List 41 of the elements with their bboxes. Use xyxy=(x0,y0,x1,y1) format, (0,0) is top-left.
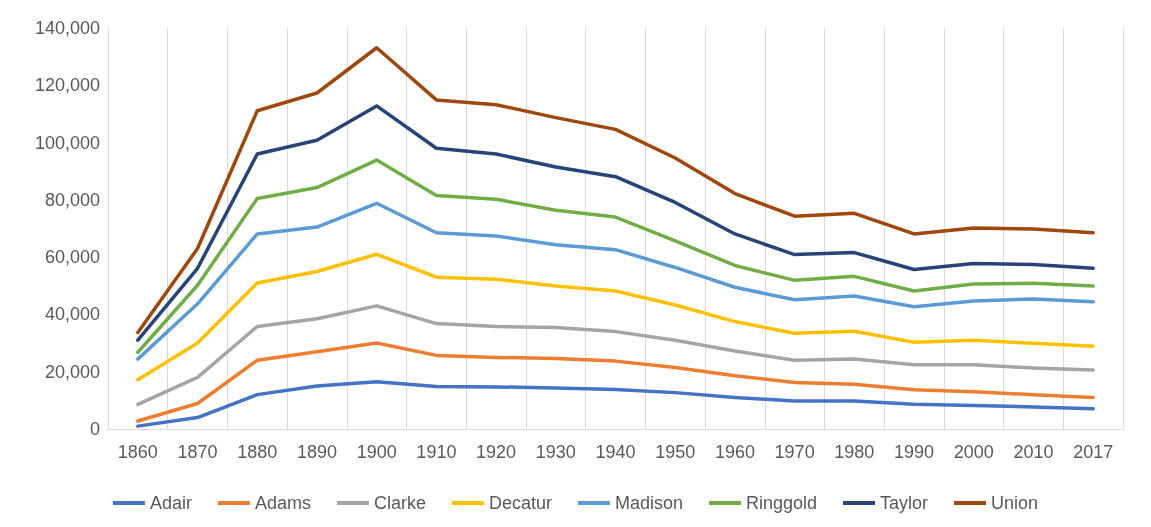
legend-label: Ringgold xyxy=(746,493,818,513)
x-tick-label: 1990 xyxy=(894,442,935,462)
x-tick-label: 1900 xyxy=(356,442,397,462)
legend-label: Clarke xyxy=(373,493,426,513)
x-tick-label: 1960 xyxy=(714,442,755,462)
x-tick-label: 1950 xyxy=(655,442,696,462)
x-tick-label: 1920 xyxy=(476,442,517,462)
x-tick-label: 2010 xyxy=(1013,442,1054,462)
legend-label: Taylor xyxy=(880,493,929,513)
legend-label: Adams xyxy=(254,493,311,513)
y-tick-label: 60,000 xyxy=(44,247,100,268)
y-tick-label: 120,000 xyxy=(34,75,100,96)
x-tick-label: 1970 xyxy=(774,442,815,462)
y-tick-label: 0 xyxy=(89,419,100,439)
line-series xyxy=(136,304,1095,407)
line-series xyxy=(136,158,1095,354)
line-series xyxy=(136,341,1095,423)
line-series xyxy=(136,201,1095,361)
line-series xyxy=(136,379,1095,428)
x-tick-label: 2017 xyxy=(1073,442,1114,462)
y-tick-label: 20,000 xyxy=(44,361,100,382)
x-tick-label: 2000 xyxy=(953,442,994,462)
x-tick-label: 1860 xyxy=(117,442,158,462)
y-tick-label: 140,000 xyxy=(34,18,100,38)
line-series xyxy=(136,252,1095,382)
x-tick-label: 1870 xyxy=(177,442,218,462)
legend-label: Adair xyxy=(149,493,192,513)
x-tick-label: 1940 xyxy=(595,442,636,462)
y-tick-label: 40,000 xyxy=(44,304,100,325)
x-tick-label: 1880 xyxy=(237,442,278,462)
x-tick-label: 1910 xyxy=(416,442,457,462)
x-tick-label: 1930 xyxy=(535,442,576,462)
y-tick-label: 80,000 xyxy=(44,189,100,210)
x-tick-label: 1980 xyxy=(834,442,875,462)
line-series xyxy=(136,104,1095,342)
legend-label: Decatur xyxy=(488,493,552,513)
legend-label: Union xyxy=(991,493,1039,513)
x-tick-label: 1890 xyxy=(296,442,337,462)
legend-label: Madison xyxy=(614,493,684,513)
line-series xyxy=(136,46,1095,335)
y-tick-label: 100,000 xyxy=(34,132,100,153)
